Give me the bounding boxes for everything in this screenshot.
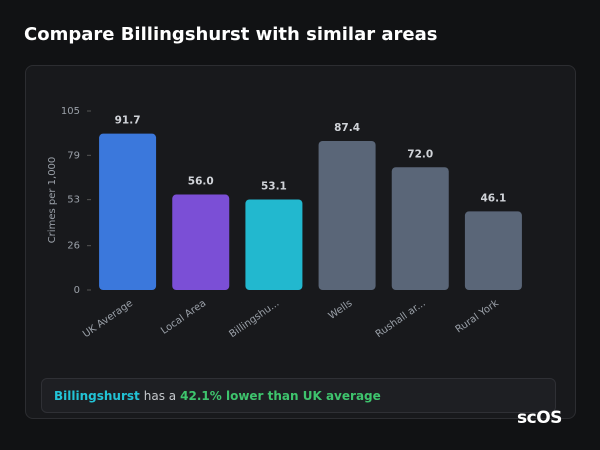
- x-tick-label: Rushall ar...: [374, 298, 428, 340]
- bar: [391, 167, 449, 290]
- bar: [99, 133, 157, 290]
- value-label: 87.4: [334, 122, 360, 134]
- y-tick-label: 26: [67, 241, 80, 252]
- y-tick-label: 0: [74, 285, 80, 296]
- x-tick-label: Local Area: [159, 298, 208, 337]
- y-tick-label: 105: [61, 106, 80, 117]
- y-tick-label: 79: [67, 150, 80, 161]
- bar: [318, 141, 376, 290]
- page-title: Compare Billingshurst with similar areas: [24, 24, 438, 45]
- bar: [464, 211, 522, 290]
- bar: [245, 199, 303, 290]
- x-tick-label: Billingshu...: [227, 298, 281, 340]
- value-label: 46.1: [480, 192, 506, 204]
- value-label: 72.0: [407, 148, 433, 160]
- value-label: 91.7: [115, 115, 141, 127]
- x-tick-label: Wells: [327, 298, 355, 322]
- summary-text: has a: [143, 389, 177, 403]
- x-tick-label: UK Average: [81, 298, 135, 340]
- summary-comparison: 42.1% lower than UK average: [180, 389, 381, 403]
- summary: Billingshurst has a 42.1% lower than UK av…: [41, 378, 556, 413]
- bar: [172, 194, 230, 290]
- logo: scOS: [517, 408, 562, 428]
- x-tick-label: Rural York: [454, 298, 501, 336]
- value-label: 56.0: [188, 176, 214, 188]
- y-axis-label: Crimes per 1,000: [47, 157, 58, 244]
- value-label: 53.1: [261, 180, 287, 192]
- y-tick-label: 53: [67, 195, 80, 206]
- summary-area: Billingshurst: [54, 389, 140, 403]
